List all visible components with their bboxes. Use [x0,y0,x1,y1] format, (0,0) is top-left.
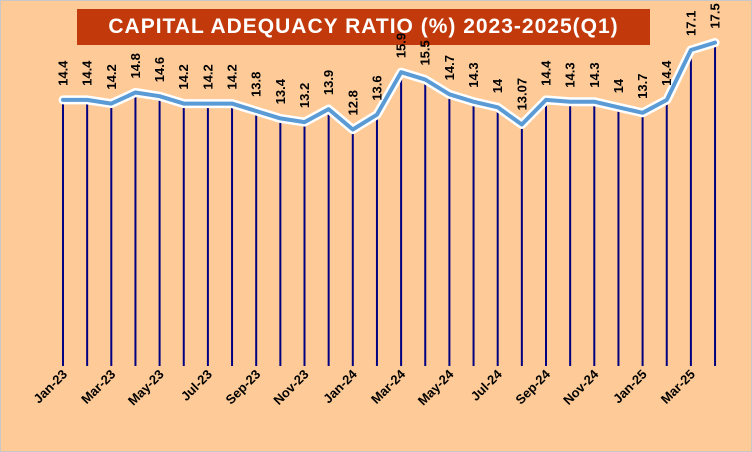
data-label: 15.5 [418,40,433,65]
data-label: 14.8 [128,53,143,78]
x-tick-label: Nov-24 [560,366,602,408]
data-label: 14.4 [539,60,554,86]
data-label: 14.3 [563,62,578,87]
data-label: 14.3 [466,62,481,87]
data-label: 17.5 [708,3,723,28]
data-label: 14.2 [200,64,215,89]
x-tick-label: Jan-25 [610,367,650,407]
x-tick-label: Jan-23 [30,367,70,407]
data-label: 13.7 [635,74,650,99]
x-tick-label: Jul-23 [178,367,215,404]
x-tick-label: Mar-24 [368,366,409,407]
data-label: 13.8 [249,72,264,97]
chart-title: CAPITAL ADEQUACY RATIO (%) 2023-2025(Q1) [77,9,650,45]
data-label: 17.1 [683,11,698,36]
x-tick-label: Nov-23 [270,367,311,408]
data-label: 14 [611,78,626,93]
data-label: 14.7 [442,55,457,80]
x-tick-label: Sep-23 [223,367,264,408]
x-tick-label: May-23 [125,367,167,409]
series-line [61,40,717,132]
data-label: 13.9 [321,70,336,95]
x-tick-label: May-24 [415,366,457,408]
x-axis-labels: Jan-23 Mar-23 May-23 Jul-23 Sep-23 Nov-23 Jan-… [30,366,698,408]
data-label: 13.07 [514,78,529,111]
data-label: 14.3 [587,62,602,87]
data-label: 13.6 [369,75,384,100]
data-label: 13.2 [297,83,312,108]
drop-lines [62,42,717,366]
data-labels: 14.4 14.4 14.2 14.8 14.6 14.2 14.2 14.2 13.8 13.4… [56,3,723,115]
data-label: 14.2 [176,64,191,89]
data-label: 14.2 [104,64,119,89]
x-tick-label: Jul-24 [468,366,506,404]
data-label: 14.6 [152,57,167,82]
data-label: 14 [490,78,505,93]
data-label: 14.4 [659,60,674,86]
data-label: 13.4 [273,78,288,104]
data-label: 15.9 [394,33,409,58]
data-label: 14.4 [56,60,71,86]
data-label: 14.2 [225,64,240,89]
x-tick-label: Mar-25 [658,367,698,407]
x-tick-label: Mar-23 [78,367,118,407]
data-label: 12.8 [345,90,360,115]
x-tick-label: Sep-24 [512,366,553,407]
x-tick-label: Jan-24 [320,366,360,406]
data-label: 14.4 [80,60,95,86]
